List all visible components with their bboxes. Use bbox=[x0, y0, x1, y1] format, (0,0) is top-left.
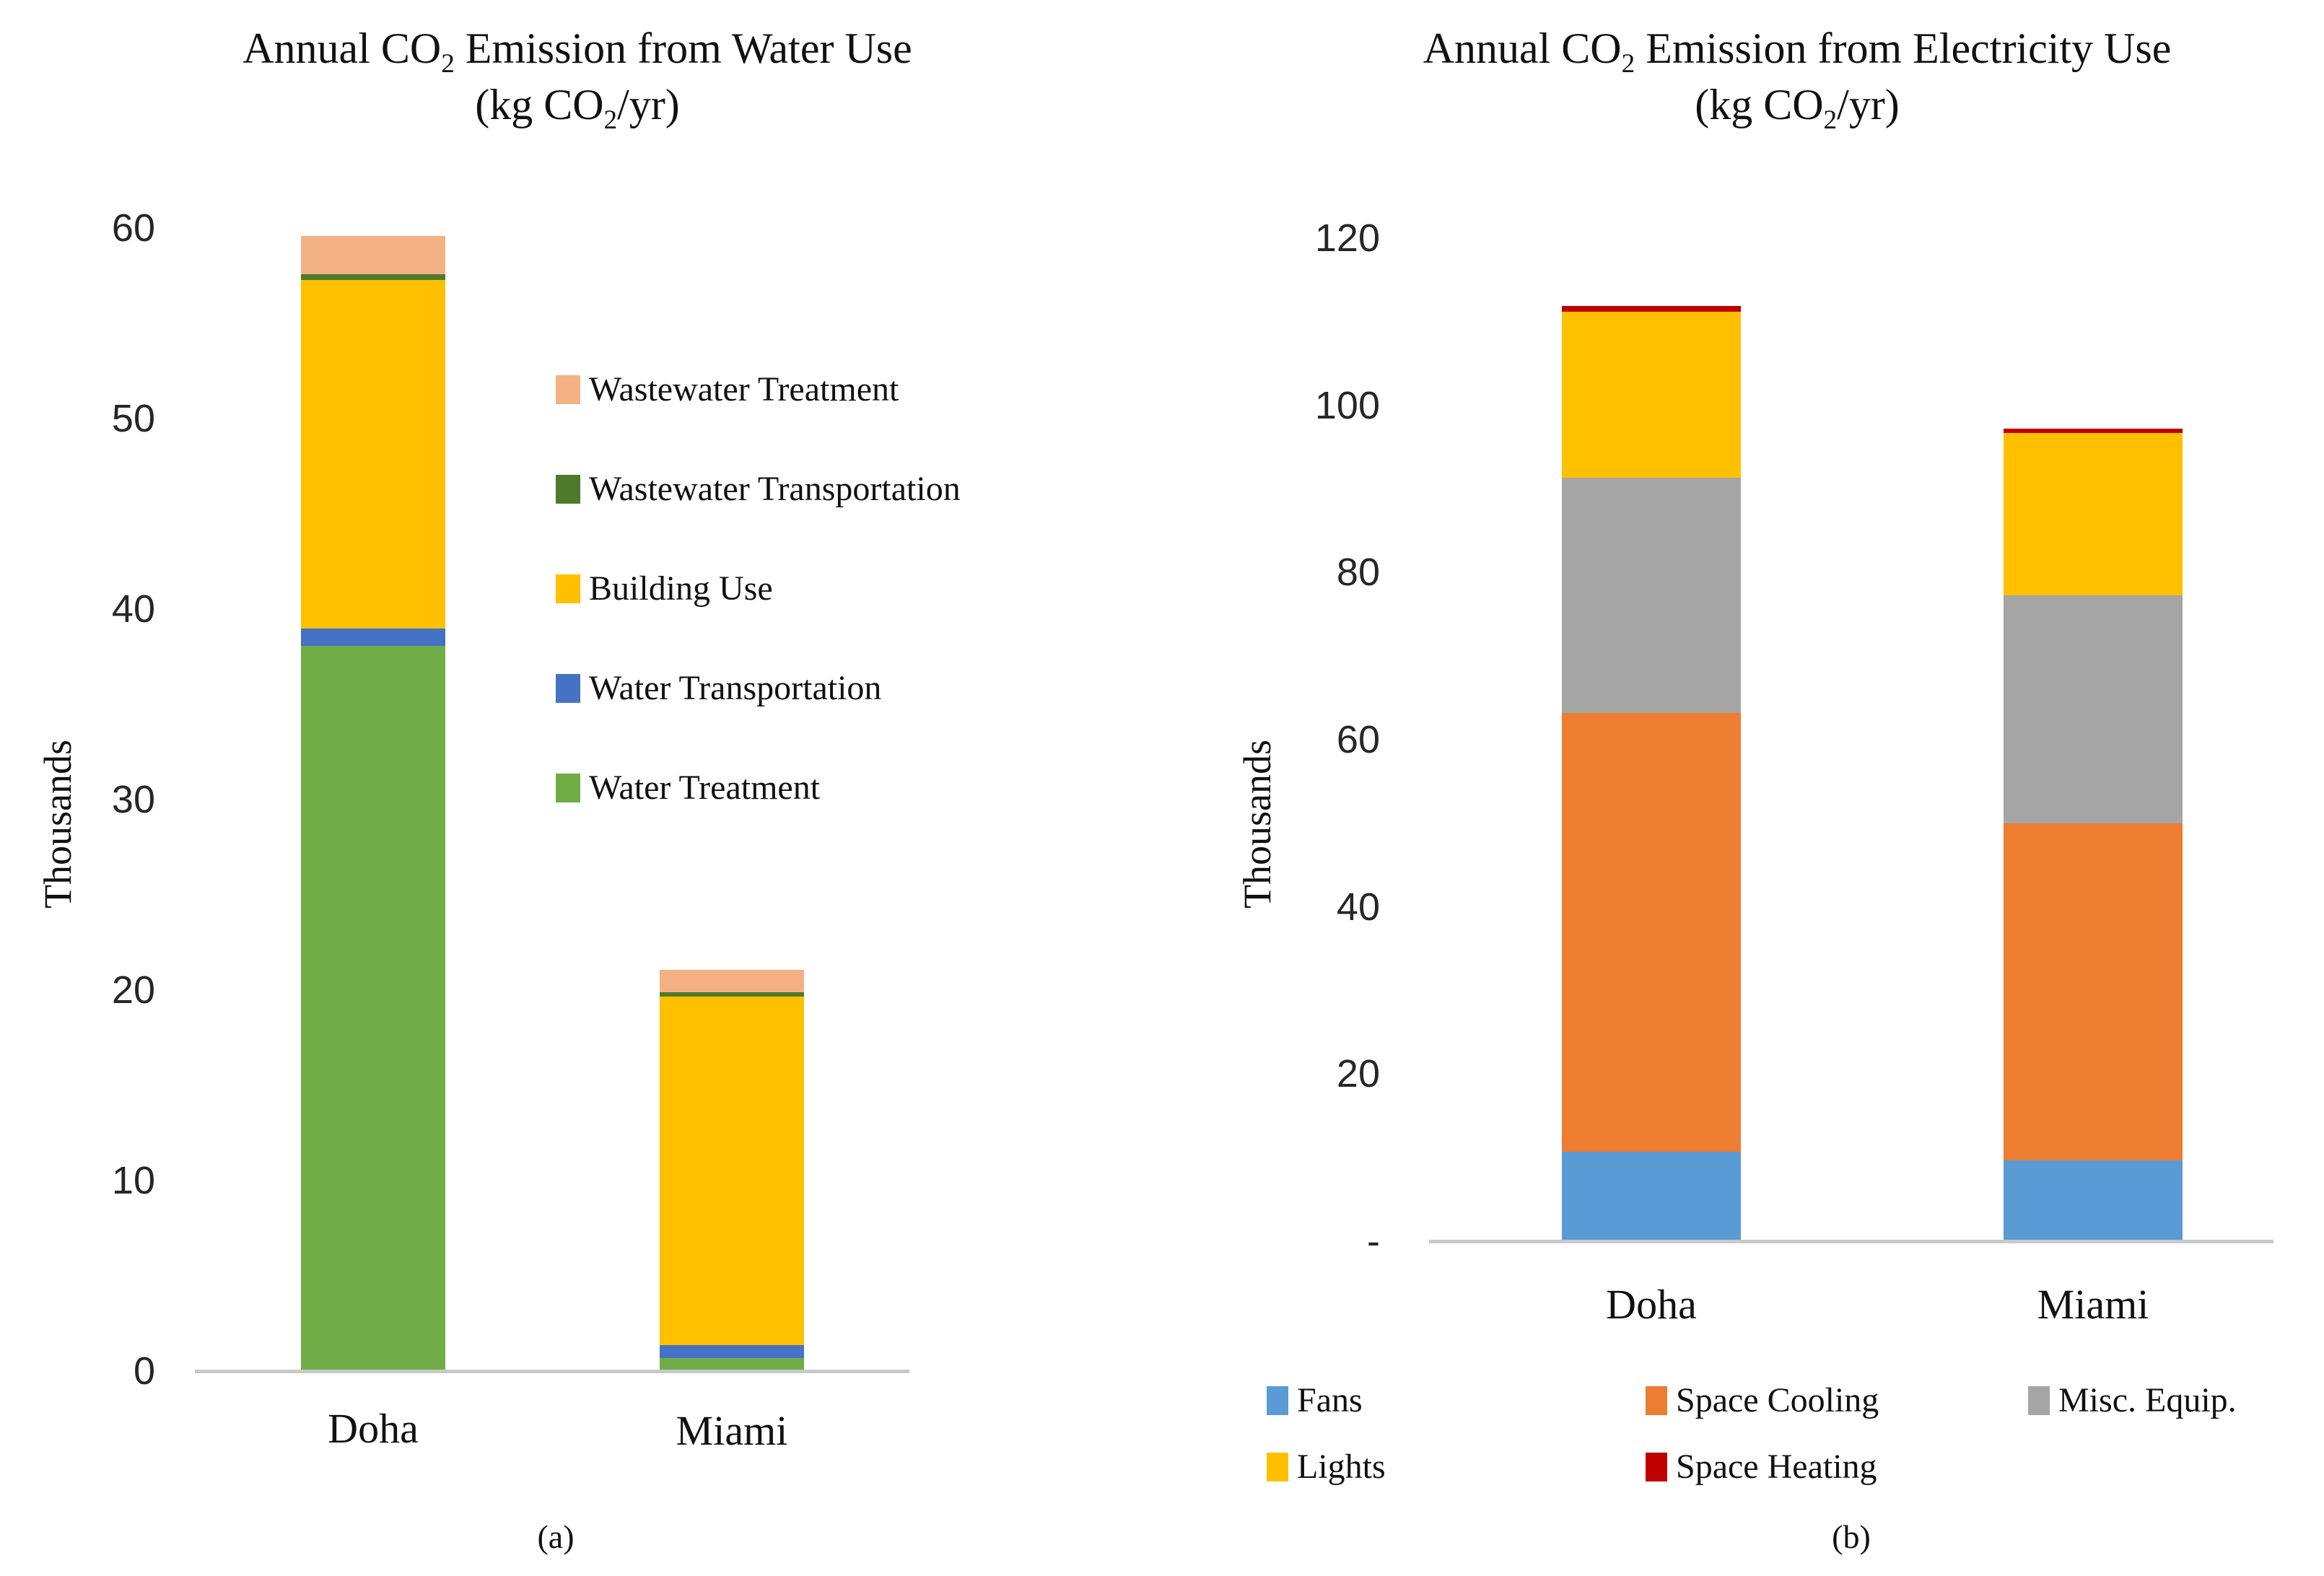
y-tick-label: 120 bbox=[1314, 216, 1380, 261]
caption-a: (a) bbox=[537, 1518, 575, 1555]
bar-segment bbox=[301, 236, 445, 274]
electricity-chart-category-label-doha: Doha bbox=[1606, 1281, 1697, 1328]
bar-segment bbox=[2004, 429, 2183, 434]
legend-item-space-heating: Space Heating bbox=[1646, 1449, 1877, 1485]
legend-label: Fans bbox=[1297, 1381, 1363, 1419]
legend-swatch-lights bbox=[1267, 1453, 1288, 1481]
legend-swatch-water-treatment bbox=[556, 774, 580, 802]
legend-item-wastewater-treatment: Wastewater Treatment bbox=[556, 372, 899, 408]
legend-label: Lights bbox=[1297, 1448, 1386, 1486]
bar-segment bbox=[1562, 477, 1741, 714]
bar-segment bbox=[660, 1358, 804, 1370]
bar-segment bbox=[660, 969, 804, 993]
y-tick-label: 10 bbox=[111, 1159, 155, 1202]
bar-segment bbox=[660, 1344, 804, 1359]
legend-item-misc-equip: Misc. Equip. bbox=[2028, 1383, 2237, 1419]
legend-item-water-treatment: Water Treatment bbox=[556, 770, 820, 806]
y-tick-label: 80 bbox=[1336, 551, 1380, 595]
water-chart-title-line1: Annual CO2 Emission from Water Use bbox=[243, 25, 912, 79]
legend-swatch-fans bbox=[1267, 1386, 1288, 1415]
electricity-chart-title-line1: Annual CO2 Emission from Electricity Use bbox=[1423, 25, 2172, 79]
legend-item-lights: Lights bbox=[1267, 1449, 1386, 1485]
bar-segment bbox=[2004, 1160, 2183, 1240]
bar-segment bbox=[301, 629, 445, 646]
bar-segment bbox=[2004, 823, 2183, 1160]
legend-label: Water Treatment bbox=[589, 769, 821, 807]
y-tick-label: 0 bbox=[133, 1349, 155, 1393]
legend-label: Wastewater Transportation bbox=[589, 470, 961, 508]
bar-segment bbox=[2004, 595, 2183, 824]
legend-item-space-cooling: Space Cooling bbox=[1646, 1383, 1879, 1419]
bar-segment bbox=[1562, 1152, 1741, 1240]
y-tick-label: 20 bbox=[1336, 1052, 1380, 1096]
bar-segment bbox=[301, 279, 445, 629]
legend-swatch-water-transportation bbox=[556, 674, 580, 703]
legend-label: Wastewater Treatment bbox=[589, 370, 899, 408]
legend-swatch-misc-equip bbox=[2028, 1386, 2050, 1415]
y-tick-label: - bbox=[1367, 1220, 1380, 1263]
legend-item-fans: Fans bbox=[1267, 1383, 1363, 1419]
legend-label: Misc. Equip. bbox=[2058, 1381, 2237, 1419]
electricity-chart-y-axis-title: Thousands bbox=[1236, 740, 1279, 909]
caption-b: (b) bbox=[1832, 1518, 1871, 1555]
water-chart-title-line2: (kg CO2/yr) bbox=[475, 81, 680, 135]
water-chart-title: Annual CO2 Emission from Water Use (kg C… bbox=[243, 20, 912, 133]
legend-label: Space Cooling bbox=[1676, 1381, 1879, 1419]
electricity-chart-x-axis-line bbox=[1429, 1240, 2273, 1243]
legend-swatch-building-use bbox=[556, 574, 580, 603]
y-tick-label: 40 bbox=[1336, 885, 1380, 929]
bar-segment bbox=[301, 645, 445, 1370]
bar-segment bbox=[660, 996, 804, 1345]
electricity-chart-title-line2: (kg CO2/yr) bbox=[1695, 81, 1900, 135]
y-tick-label: 60 bbox=[1336, 718, 1380, 762]
legend-item-building-use: Building Use bbox=[556, 571, 773, 607]
bar-segment bbox=[2004, 433, 2183, 595]
bar-segment bbox=[1562, 713, 1741, 1152]
y-tick-label: 20 bbox=[111, 968, 155, 1012]
y-tick-label: 100 bbox=[1314, 383, 1380, 427]
legend-swatch-space-heating bbox=[1646, 1453, 1667, 1481]
bar-segment bbox=[1562, 306, 1741, 312]
bar-segment bbox=[301, 274, 445, 280]
water-chart-x-axis-line bbox=[195, 1370, 909, 1373]
water-chart-category-label-miami: Miami bbox=[676, 1407, 788, 1454]
legend-swatch-wastewater-treatment bbox=[556, 375, 580, 404]
legend-item-water-transportation: Water Transportation bbox=[556, 670, 881, 706]
bar-segment bbox=[1562, 312, 1741, 478]
y-tick-label: 60 bbox=[111, 206, 155, 250]
legend-swatch-space-cooling bbox=[1646, 1386, 1667, 1415]
electricity-chart-category-label-miami: Miami bbox=[2037, 1281, 2149, 1328]
water-chart-category-label-doha: Doha bbox=[328, 1405, 419, 1452]
bar-segment bbox=[660, 992, 804, 997]
legend-label: Building Use bbox=[589, 569, 773, 608]
legend-label: Space Heating bbox=[1676, 1448, 1877, 1486]
electricity-chart-title: Annual CO2 Emission from Electricity Use… bbox=[1423, 20, 2172, 133]
y-tick-label: 40 bbox=[111, 587, 155, 631]
legend-label: Water Transportation bbox=[589, 669, 882, 707]
y-tick-label: 50 bbox=[111, 397, 155, 440]
legend-swatch-wastewater-transportation bbox=[556, 475, 580, 504]
legend-item-wastewater-transportation: Wastewater Transportation bbox=[556, 471, 961, 507]
water-chart-y-axis-title: Thousands bbox=[36, 740, 79, 909]
y-tick-label: 30 bbox=[111, 778, 155, 821]
